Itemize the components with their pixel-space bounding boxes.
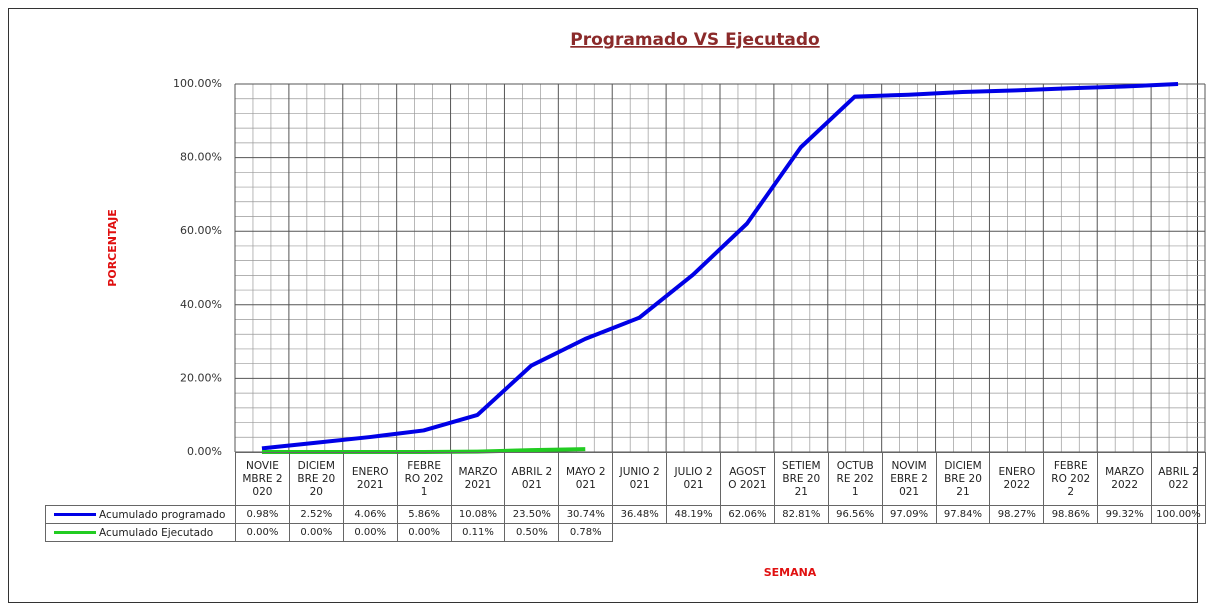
series-line <box>261 82 1179 451</box>
data-label: 96.56% <box>827 505 883 524</box>
empty-cell <box>1151 523 1206 542</box>
empty-cell <box>989 523 1045 542</box>
x-tick-label: OCTUBRE 2021 <box>827 452 883 506</box>
x-tick-label: MAYO 2021 <box>558 452 614 506</box>
data-label: 5.86% <box>396 505 452 524</box>
y-tick-label: 40.00% <box>180 298 222 311</box>
data-label: 4.06% <box>342 505 398 524</box>
empty-cell <box>666 523 721 542</box>
data-label: 62.06% <box>720 505 775 524</box>
data-label: 30.74% <box>558 505 614 524</box>
y-tick-label: 100.00% <box>173 77 222 90</box>
x-tick-label: FEBRERO 2022 <box>1043 452 1099 506</box>
x-tick-label: NOVIEMBRE 2020 <box>235 452 290 506</box>
x-tick-label: SETIEMBRE 2021 <box>773 452 829 506</box>
data-label: 0.00% <box>396 523 452 542</box>
data-label: 48.19% <box>666 505 721 524</box>
x-tick-label: JUNIO 2021 <box>612 452 668 506</box>
chart-title: Programado VS Ejecutado <box>570 30 819 50</box>
legend-label: Acumulado Ejecutado <box>99 526 214 539</box>
data-label: 0.00% <box>235 523 290 542</box>
data-label: 98.27% <box>989 505 1045 524</box>
y-tick-label: 0.00% <box>187 445 222 458</box>
y-tick-label: 80.00% <box>180 151 222 164</box>
data-label: 99.32% <box>1097 505 1153 524</box>
data-label: 0.00% <box>342 523 398 542</box>
x-tick-label: NOVIMEBRE 2021 <box>881 452 937 506</box>
x-tick-label: ABRIL 2022 <box>1151 452 1206 506</box>
x-tick-label: DICIEMBRE 2020 <box>288 452 344 506</box>
chart-frame <box>8 8 1198 603</box>
empty-cell <box>720 523 775 542</box>
empty-cell <box>827 523 883 542</box>
x-tick-label: MARZO 2022 <box>1097 452 1153 506</box>
empty-cell <box>773 523 829 542</box>
data-label: 10.08% <box>450 505 506 524</box>
x-tick-label: ABRIL 2021 <box>504 452 560 506</box>
x-tick-label: JULIO 2021 <box>666 452 721 506</box>
data-label: 0.00% <box>288 523 344 542</box>
data-label: 0.78% <box>558 523 614 542</box>
x-tick-label: AGOSTO 2021 <box>720 452 775 506</box>
data-label: 100.00% <box>1151 505 1206 524</box>
y-tick-label: 60.00% <box>180 224 222 237</box>
x-tick-label: ENERO 2022 <box>989 452 1045 506</box>
x-tick-label: MARZO 2021 <box>450 452 506 506</box>
empty-cell <box>1043 523 1099 542</box>
x-tick-label: ENERO 2021 <box>342 452 398 506</box>
legend-entry: Acumulado Ejecutado <box>45 523 236 542</box>
data-label: 23.50% <box>504 505 560 524</box>
data-label: 2.52% <box>288 505 344 524</box>
x-axis-label: SEMANA <box>764 566 817 579</box>
empty-cell <box>935 523 991 542</box>
empty-cell <box>1097 523 1153 542</box>
data-label: 0.98% <box>235 505 290 524</box>
legend-label: Acumulado programado <box>99 508 226 521</box>
legend-swatch <box>54 513 96 516</box>
data-label: 36.48% <box>612 505 668 524</box>
legend-entry: Acumulado programado <box>45 505 236 524</box>
data-label: 82.81% <box>773 505 829 524</box>
x-tick-label: DICIEMBRE 2021 <box>935 452 991 506</box>
data-label: 97.84% <box>935 505 991 524</box>
data-label: 97.09% <box>881 505 937 524</box>
y-axis-label: PORCENTAJE <box>106 209 119 286</box>
empty-cell <box>881 523 937 542</box>
y-tick-label: 20.00% <box>180 371 222 384</box>
x-tick-label: FEBRERO 2021 <box>396 452 452 506</box>
data-label: 98.86% <box>1043 505 1099 524</box>
data-label: 0.50% <box>504 523 560 542</box>
empty-cell <box>612 523 668 542</box>
data-label: 0.11% <box>450 523 506 542</box>
legend-swatch <box>54 531 96 534</box>
